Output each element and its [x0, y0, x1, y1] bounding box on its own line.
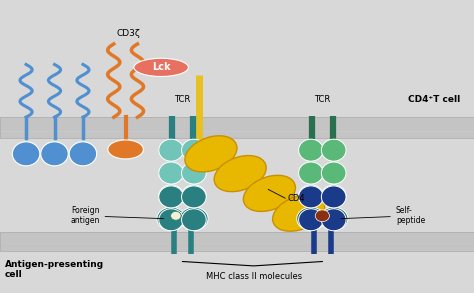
Ellipse shape: [321, 186, 346, 208]
Text: MHC class II molecules: MHC class II molecules: [206, 272, 301, 281]
Ellipse shape: [182, 162, 206, 184]
Ellipse shape: [214, 156, 266, 192]
Text: CD4⁺T cell: CD4⁺T cell: [408, 95, 460, 104]
Ellipse shape: [12, 142, 40, 166]
Ellipse shape: [69, 142, 97, 166]
Ellipse shape: [299, 209, 323, 231]
Ellipse shape: [182, 209, 206, 231]
Ellipse shape: [180, 207, 208, 230]
Ellipse shape: [134, 58, 189, 76]
Bar: [0, 117, 474, 138]
Ellipse shape: [321, 162, 346, 184]
Ellipse shape: [299, 186, 323, 208]
Ellipse shape: [243, 175, 295, 212]
Text: CD4: CD4: [288, 194, 305, 203]
Text: CD3ζ: CD3ζ: [116, 29, 140, 38]
Bar: [0, 232, 474, 251]
Ellipse shape: [315, 210, 329, 222]
Ellipse shape: [321, 185, 346, 207]
Text: Lck: Lck: [152, 62, 171, 72]
Ellipse shape: [159, 139, 183, 161]
Ellipse shape: [321, 209, 346, 231]
Ellipse shape: [299, 162, 323, 184]
Text: Foreign
antigen: Foreign antigen: [70, 206, 164, 226]
Ellipse shape: [171, 212, 181, 220]
Ellipse shape: [159, 162, 183, 184]
Ellipse shape: [185, 136, 237, 172]
Ellipse shape: [299, 139, 323, 161]
Text: TCR: TCR: [314, 95, 330, 104]
Ellipse shape: [182, 139, 206, 161]
Ellipse shape: [297, 207, 325, 230]
Ellipse shape: [159, 209, 183, 231]
Ellipse shape: [182, 186, 206, 208]
Text: Self-
peptide: Self- peptide: [341, 206, 425, 226]
Ellipse shape: [273, 195, 325, 231]
Ellipse shape: [41, 142, 68, 166]
Ellipse shape: [182, 185, 206, 207]
Ellipse shape: [321, 139, 346, 161]
Ellipse shape: [299, 185, 323, 207]
Ellipse shape: [108, 140, 143, 159]
Ellipse shape: [159, 185, 183, 207]
Ellipse shape: [159, 186, 183, 208]
Ellipse shape: [319, 207, 348, 230]
Text: TCR: TCR: [174, 95, 191, 104]
Ellipse shape: [157, 207, 185, 230]
Text: Antigen-presenting
cell: Antigen-presenting cell: [5, 260, 104, 280]
